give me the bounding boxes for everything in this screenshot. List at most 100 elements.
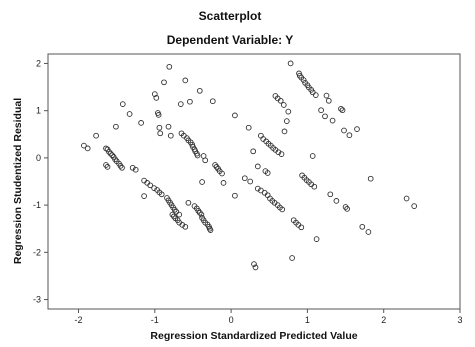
data-point bbox=[300, 77, 307, 83]
data-point bbox=[182, 77, 189, 84]
data-point bbox=[280, 102, 287, 108]
data-point bbox=[367, 175, 374, 182]
data-point bbox=[411, 203, 418, 209]
data-point bbox=[298, 224, 305, 231]
x-tick-label: 2 bbox=[381, 315, 386, 325]
data-point bbox=[309, 89, 316, 96]
data-point bbox=[196, 87, 203, 94]
data-point bbox=[346, 132, 353, 139]
y-tick-label: 2 bbox=[36, 58, 41, 68]
data-point bbox=[325, 97, 332, 104]
data-point bbox=[209, 98, 216, 105]
data-point bbox=[403, 195, 410, 202]
data-point bbox=[138, 120, 144, 126]
data-point bbox=[173, 208, 180, 215]
data-point bbox=[327, 191, 334, 198]
x-axis-label: Regression Standardized Predicted Value bbox=[150, 330, 357, 342]
data-point bbox=[107, 150, 114, 157]
data-point bbox=[254, 163, 261, 170]
data-point bbox=[176, 211, 183, 218]
data-point bbox=[322, 113, 328, 120]
data-point bbox=[106, 148, 112, 155]
data-point bbox=[202, 157, 209, 164]
y-tick-label: -2 bbox=[33, 247, 41, 257]
data-point bbox=[187, 98, 193, 105]
data-point bbox=[119, 164, 125, 171]
data-point bbox=[344, 206, 350, 212]
chart-subtitle: Dependent Variable: Y bbox=[167, 33, 294, 47]
data-point bbox=[232, 192, 238, 199]
data-point bbox=[285, 108, 292, 115]
x-tick-label: -1 bbox=[151, 315, 159, 325]
data-point bbox=[182, 223, 189, 230]
data-point bbox=[84, 145, 91, 152]
data-point bbox=[147, 182, 154, 189]
data-point bbox=[341, 127, 347, 134]
y-tick-label: 1 bbox=[36, 106, 41, 116]
data-point bbox=[207, 227, 214, 233]
data-point bbox=[318, 107, 324, 114]
data-point bbox=[313, 236, 320, 242]
data-point bbox=[113, 123, 119, 130]
data-point bbox=[252, 264, 259, 271]
data-point bbox=[166, 63, 173, 70]
data-point bbox=[359, 223, 366, 230]
data-point bbox=[338, 105, 344, 112]
data-point bbox=[104, 164, 111, 170]
x-tick-label: 3 bbox=[457, 315, 462, 325]
data-point bbox=[155, 112, 162, 118]
data-point bbox=[165, 123, 172, 130]
chart-title: Scatterplot bbox=[199, 9, 262, 23]
data-point bbox=[289, 255, 295, 261]
data-point bbox=[329, 117, 336, 124]
data-point bbox=[141, 193, 147, 199]
data-point bbox=[167, 132, 174, 139]
data-point bbox=[247, 178, 254, 185]
data-point bbox=[262, 168, 269, 174]
data-point bbox=[323, 92, 330, 99]
data-point bbox=[132, 166, 139, 173]
data-point bbox=[177, 101, 184, 107]
data-point bbox=[232, 112, 238, 119]
y-tick-label: -1 bbox=[33, 200, 41, 210]
data-point bbox=[199, 179, 205, 185]
data-point bbox=[279, 206, 286, 213]
data-point bbox=[311, 183, 318, 190]
data-point bbox=[93, 132, 99, 139]
x-tick-label: 0 bbox=[229, 315, 234, 325]
data-point bbox=[126, 111, 133, 117]
data-point bbox=[151, 91, 158, 97]
data-point bbox=[220, 180, 227, 186]
data-point bbox=[169, 211, 176, 218]
data-point bbox=[365, 229, 372, 235]
data-point bbox=[251, 261, 257, 267]
plot-area bbox=[47, 53, 461, 310]
y-tick-label: -3 bbox=[33, 295, 41, 305]
y-tick-label: 0 bbox=[36, 153, 41, 163]
data-point bbox=[119, 101, 126, 107]
data-point bbox=[161, 79, 167, 86]
data-point bbox=[287, 60, 294, 67]
data-point bbox=[245, 124, 252, 131]
data-point bbox=[283, 118, 290, 124]
data-point bbox=[157, 130, 164, 137]
x-tick-label: 1 bbox=[305, 315, 310, 325]
data-point bbox=[109, 152, 115, 158]
data-point bbox=[309, 153, 316, 159]
x-tick-label: -2 bbox=[75, 315, 83, 325]
data-points bbox=[81, 60, 418, 271]
data-point bbox=[81, 142, 87, 149]
data-point bbox=[198, 211, 205, 218]
data-point bbox=[153, 95, 160, 101]
data-point bbox=[185, 199, 192, 206]
data-point bbox=[354, 126, 360, 132]
data-point bbox=[339, 107, 346, 114]
data-point bbox=[281, 128, 288, 135]
data-point bbox=[278, 151, 285, 157]
y-axis-label: Regression Studentized Residual bbox=[12, 98, 24, 264]
data-point bbox=[194, 152, 201, 159]
data-point bbox=[103, 145, 109, 152]
data-point bbox=[333, 198, 340, 204]
data-point bbox=[219, 170, 225, 177]
